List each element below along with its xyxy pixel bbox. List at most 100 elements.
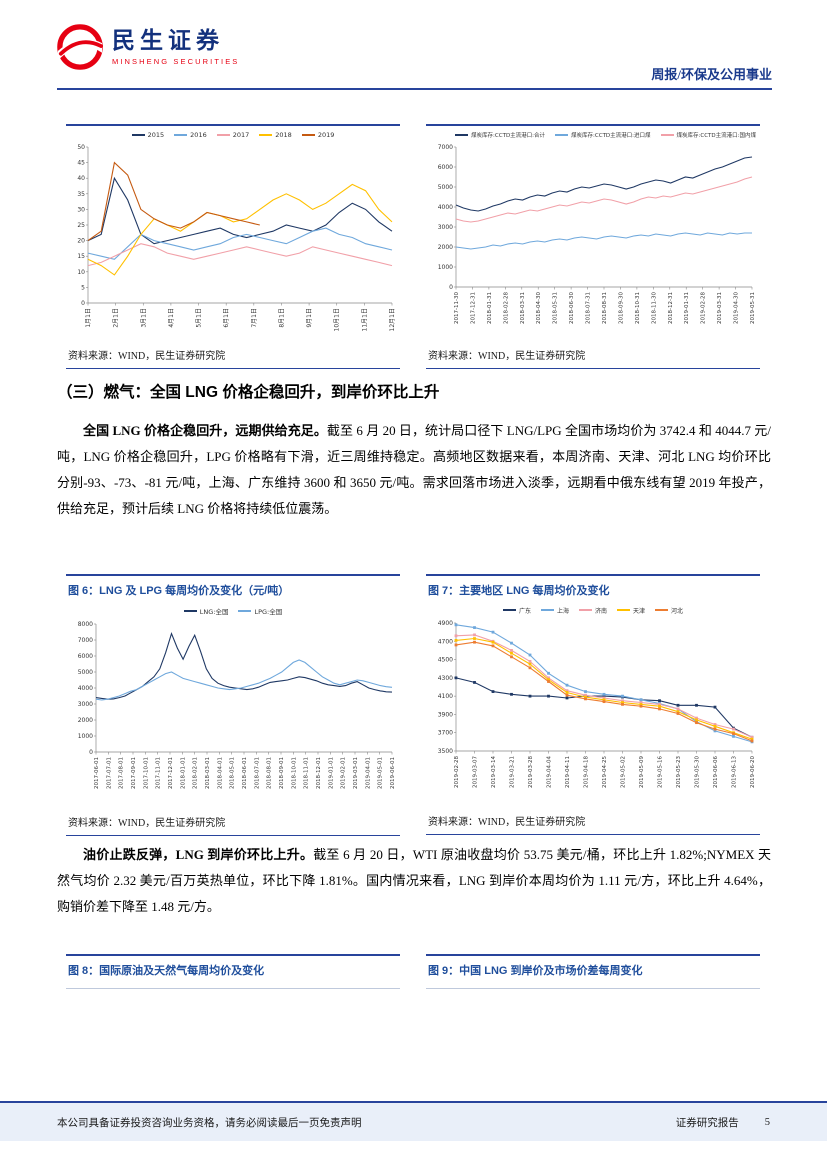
svg-text:2018-12-31: 2018-12-31 [668,292,674,324]
legend-swatch [183,609,197,612]
legend-item: 天津 [617,606,645,615]
svg-text:2019-05-16: 2019-05-16 [658,755,664,787]
svg-text:2017-06-01: 2017-06-01 [94,757,100,789]
svg-text:10: 10 [77,268,85,275]
chart-canvas: 3500 3700 3900 4100 4300 4500 4700 4900 2019-02-… [438,620,756,788]
svg-text:50: 50 [77,144,85,151]
svg-text:40: 40 [77,175,85,182]
svg-text:45: 45 [77,159,85,166]
caption-underline [426,987,760,989]
svg-text:2019-01-31: 2019-01-31 [684,292,690,324]
svg-text:30: 30 [77,206,85,213]
svg-text:2018-04-01: 2018-04-01 [217,757,223,789]
report-type-label: 周报/环保及公用事业 [651,67,772,82]
svg-text:4500: 4500 [438,656,453,663]
paragraph-lead-bold: 油价止跌反弹，LNG 到岸价环比上升。 [83,847,314,862]
svg-text:2019-05-02: 2019-05-02 [621,756,627,788]
data-source: 资料来源：WIND，民生证券研究院 [428,816,586,828]
svg-text:2018-06-30: 2018-06-30 [569,291,575,323]
legend-swatch [655,609,669,611]
figure-bottom-rule [426,833,760,835]
chart-plot: 0 5 10 15 20 25 30 35 40 45 50 1月1日 2月1日 3月1日 4月1日 5月1日… [66,141,400,341]
chart-legend: 煤炭库存:CCTD主流港口:合计 煤炭库存:CCTD主流港口:进口煤 煤炭库存:CC… [426,126,760,141]
svg-text:10月1日: 10月1日 [334,308,341,331]
svg-text:2019-04-04: 2019-04-04 [547,755,553,787]
svg-text:0: 0 [449,284,453,291]
legend-item: LPG:全国 [238,606,282,616]
svg-text:11月1日: 11月1日 [361,308,368,331]
svg-text:2018-01-01: 2018-01-01 [180,757,186,789]
data-source: 资料来源：WIND，民生证券研究院 [428,350,586,362]
svg-text:2018-07-31: 2018-07-31 [586,292,592,324]
page-number: 5 [764,1116,770,1128]
svg-text:2017-10-01: 2017-10-01 [143,757,149,789]
svg-text:7000: 7000 [78,637,93,644]
legend-item: 煤炭库存:CCTD主流港口:进口煤 [555,131,651,139]
footer-report-type: 证券研究报告 [675,1117,739,1129]
svg-text:2018-07-01: 2018-07-01 [254,757,260,789]
minsheng-logo: 民生证券 MINSHENG SECURITIES [57,24,239,70]
legend-swatch [578,609,592,611]
svg-text:2019-03-28: 2019-03-28 [528,755,534,787]
svg-text:35: 35 [77,190,85,197]
svg-text:2019-04-01: 2019-04-01 [365,757,371,789]
svg-text:2018-03-01: 2018-03-01 [205,757,211,789]
svg-text:2019-02-28: 2019-02-28 [701,291,707,323]
svg-text:2017-08-01: 2017-08-01 [119,757,125,789]
svg-text:2019-05-30: 2019-05-30 [695,755,701,787]
paragraph-lng-price: 全国 LNG 价格企稳回升，远期供给充足。截至 6 月 20 日，统计局口径下 … [57,418,771,522]
svg-text:1000: 1000 [438,264,453,271]
brand-text: 民生证券 MINSHENG SECURITIES [112,28,239,65]
svg-text:2019-04-30: 2019-04-30 [734,291,740,323]
caption-underline [66,987,400,989]
svg-text:2017-09-01: 2017-09-01 [131,757,137,789]
footer-disclaimer: 本公司具备证券投资咨询业务资格，请务必阅读最后一页免责声明 [57,1117,362,1129]
figure-box-coal-inventory: 煤炭库存:CCTD主流港口:合计 煤炭库存:CCTD主流港口:进口煤 煤炭库存:CC… [426,124,760,369]
svg-text:2019-05-31: 2019-05-31 [750,292,756,324]
chart-daily-series-by-year: 2015 2016 2017 2018 2019 0 5 10 15 20 25 30 35 40 45 5… [66,126,400,341]
svg-text:2018-10-31: 2018-10-31 [635,292,641,324]
svg-text:2018-02-01: 2018-02-01 [193,757,199,789]
svg-text:2018-06-01: 2018-06-01 [242,757,248,789]
svg-text:3000: 3000 [438,224,453,231]
svg-text:2018-09-30: 2018-09-30 [618,291,624,323]
chart-legend: LNG:全国 LPG:全国 [66,601,400,618]
figure-caption-fig7: 图 7：主要地区 LNG 每周均价及变化 [428,584,610,597]
svg-text:2018-12-01: 2018-12-01 [316,757,322,789]
svg-text:12月1日: 12月1日 [389,308,396,331]
chart-canvas: 0 1000 2000 3000 4000 5000 6000 7000 8000 2017-06… [78,621,396,789]
figure-box-fig9: 图 9：中国 LNG 到岸价及市场价差每周变化 [426,954,760,989]
svg-text:4700: 4700 [438,638,453,645]
svg-text:2019-05-23: 2019-05-23 [676,755,682,787]
svg-text:2018-02-28: 2018-02-28 [503,291,509,323]
legend-swatch [259,133,273,136]
legend-swatch [555,133,569,136]
svg-text:2019-06-06: 2019-06-06 [713,755,719,787]
svg-text:2019-02-28: 2019-02-28 [454,755,460,787]
svg-text:2000: 2000 [78,717,93,724]
chart-canvas: 0 5 10 15 20 25 30 35 40 45 50 1月1日 2月1日 3月1日 4月1日 5月1日… [77,144,396,331]
legend-item: LNG:全国 [183,606,228,616]
legend-item: 上海 [540,606,569,615]
svg-text:9月1日: 9月1日 [306,308,313,328]
paragraph-lead-bold: 全国 LNG 价格企稳回升，远期供给充足。 [83,423,327,438]
svg-text:5000: 5000 [438,184,453,191]
svg-text:2019-03-01: 2019-03-01 [353,757,359,789]
svg-text:2019-03-21: 2019-03-21 [510,756,516,788]
legend-item: 2016 [174,131,207,139]
bottom-caption-row: 图 8：国际原油及天然气每周均价及变化 图 9：中国 LNG 到岸价及市场价差每… [66,954,760,989]
data-source: 资料来源：WIND，民生证券研究院 [68,817,226,829]
svg-text:4月1日: 4月1日 [168,308,175,328]
chart-plot: 3500 3700 3900 4100 4300 4500 4700 4900 2019-02-… [426,617,760,807]
svg-text:2017-11-01: 2017-11-01 [156,757,162,789]
figure-bottom-rule [66,834,400,836]
figure-bottom-rule [66,367,400,369]
legend-swatch [238,609,252,612]
svg-text:2019-03-31: 2019-03-31 [717,292,723,324]
legend-item: 2015 [131,131,164,139]
brand-name-cn: 民生证券 [112,28,224,54]
lng-chart-row: 图 6：LNG 及 LPG 每周均价及变化（元/吨） LNG:全国 LPG:全国 … [66,574,760,836]
legend-item: 煤炭库存:CCTD主流港口:合计 [455,131,545,139]
figure-caption-fig6: 图 6：LNG 及 LPG 每周均价及变化（元/吨） [68,584,290,597]
